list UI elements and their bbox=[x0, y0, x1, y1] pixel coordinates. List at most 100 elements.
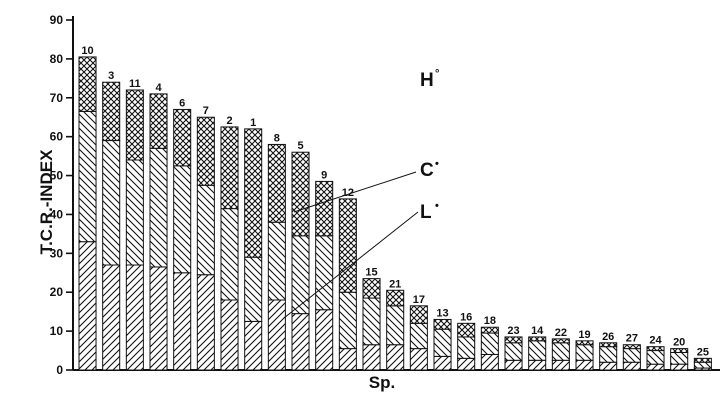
bar-segment-c bbox=[575, 344, 594, 361]
bar-segment-c bbox=[149, 147, 168, 268]
bar-segment-h bbox=[575, 340, 594, 346]
bar-segment-l bbox=[622, 361, 641, 371]
bar-segment-h bbox=[457, 322, 476, 338]
legend-mark: • bbox=[435, 200, 439, 212]
bar-label: 13 bbox=[436, 307, 448, 319]
y-tick-label: 70 bbox=[50, 91, 64, 105]
bar-segment-l bbox=[149, 266, 168, 371]
x-axis-title: Sp. bbox=[369, 373, 395, 392]
bar-segment-l bbox=[362, 344, 381, 371]
bar-segment-l bbox=[386, 344, 405, 371]
y-axis-title: T.C.R.-INDEX bbox=[37, 149, 56, 255]
bar-segment-c bbox=[433, 328, 452, 357]
bar-segment-c bbox=[457, 336, 476, 359]
bar-label: 21 bbox=[389, 278, 401, 290]
bar-label: 14 bbox=[531, 325, 544, 337]
bar-segment-c bbox=[551, 342, 570, 361]
bar-segment-h bbox=[173, 108, 192, 167]
bar-segment-l bbox=[267, 299, 286, 371]
bar-segment-h bbox=[338, 198, 357, 293]
bar-label: 6 bbox=[179, 97, 185, 109]
legend-label-c: C bbox=[420, 160, 434, 181]
bar-segment-l bbox=[315, 309, 334, 371]
bar-label: 27 bbox=[626, 333, 638, 345]
bar-segment-h bbox=[599, 342, 618, 348]
bar-label: 24 bbox=[649, 335, 662, 347]
bar-segment-h bbox=[433, 318, 452, 330]
bar-segment-c bbox=[622, 348, 641, 363]
bar-label: 17 bbox=[413, 294, 425, 306]
bar-segment-l bbox=[125, 264, 144, 371]
bar-segment-h bbox=[528, 336, 547, 342]
legend-label-h: H bbox=[420, 70, 434, 91]
bar-segment-l bbox=[409, 348, 428, 371]
bar-segment-c bbox=[599, 346, 618, 363]
bar-segment-l bbox=[220, 299, 239, 371]
bar-segment-l bbox=[646, 363, 665, 371]
bar-segment-h bbox=[220, 126, 239, 210]
bar-segment-c bbox=[362, 297, 381, 346]
y-axis: 0 10 20 30 40 50 60 70 80 90 bbox=[50, 13, 74, 377]
bar-segment-h bbox=[693, 357, 712, 363]
bar-segment-l bbox=[528, 359, 547, 371]
legend-mark: • bbox=[435, 158, 439, 170]
bar-label: 18 bbox=[484, 315, 496, 327]
y-tick-label: 20 bbox=[50, 285, 64, 299]
y-tick-label: 80 bbox=[50, 52, 64, 66]
bar-segment-h bbox=[670, 348, 689, 353]
bar-segment-c bbox=[480, 332, 499, 355]
bar-segment-c bbox=[125, 159, 144, 266]
bar-label: 7 bbox=[203, 105, 209, 117]
bar-segment-l bbox=[504, 359, 523, 371]
legend-leader-line bbox=[283, 211, 419, 319]
bar-segment-h bbox=[125, 89, 144, 161]
bar-segment-c bbox=[220, 208, 239, 301]
bar-segment-c bbox=[244, 256, 263, 322]
bar-label: 16 bbox=[460, 311, 472, 323]
bar-label: 2 bbox=[226, 115, 232, 127]
bar-segment-h bbox=[291, 151, 310, 237]
y-tick-label: 0 bbox=[56, 363, 63, 377]
bar-segment-c bbox=[693, 361, 712, 369]
bar-segment-c bbox=[504, 342, 523, 361]
bar-segment-h bbox=[504, 336, 523, 344]
bar-segment-h bbox=[551, 338, 570, 344]
y-tick-label: 60 bbox=[50, 130, 64, 144]
bar-segment-h bbox=[267, 143, 286, 223]
legend-mark: ° bbox=[435, 68, 439, 80]
bar-segment-h bbox=[622, 344, 641, 350]
bar-segment-c bbox=[338, 291, 357, 350]
bar-segment-c bbox=[315, 235, 334, 311]
bar-segment-l bbox=[196, 274, 215, 371]
bar-segment-c bbox=[646, 350, 665, 365]
bar-segment-h bbox=[149, 93, 168, 149]
bar-segment-c bbox=[102, 140, 121, 266]
y-tick-label: 30 bbox=[50, 246, 64, 260]
bar-segment-l bbox=[244, 320, 263, 371]
bar-segment-h bbox=[409, 305, 428, 324]
y-tick-label: 90 bbox=[50, 13, 64, 27]
bar-segment-h bbox=[315, 180, 334, 237]
bar-segment-h bbox=[386, 289, 405, 307]
bar-segment-c bbox=[528, 340, 547, 361]
bar-segment-c bbox=[267, 221, 286, 301]
bar-segment-l bbox=[338, 348, 357, 371]
bar-segment-l bbox=[457, 357, 476, 371]
bar-segment-h bbox=[102, 81, 121, 142]
legend-label-l: L bbox=[420, 202, 432, 223]
bar-label: 8 bbox=[274, 132, 280, 144]
bar-segment-l bbox=[575, 359, 594, 371]
bar-segment-l bbox=[670, 363, 689, 371]
bar-label: 1 bbox=[250, 117, 256, 129]
bar-label: 10 bbox=[81, 45, 93, 57]
bar-segment-c bbox=[409, 322, 428, 350]
bar-segment-l bbox=[291, 313, 310, 371]
bar-label: 15 bbox=[365, 267, 377, 279]
bar-label: 19 bbox=[578, 329, 590, 341]
bar-segment-h bbox=[480, 326, 499, 334]
bar-group bbox=[78, 56, 712, 371]
bar-segment-h bbox=[196, 116, 215, 186]
bar-label: 26 bbox=[602, 331, 614, 343]
